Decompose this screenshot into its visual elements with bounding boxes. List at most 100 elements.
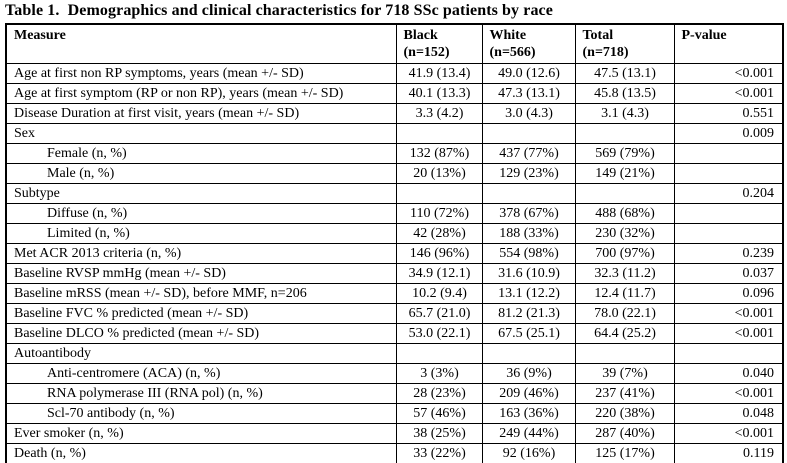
table-row: Baseline mRSS (mean +/- SD), before MMF,… [5,283,784,304]
table-row: Ever smoker (n, %) 38 (25%) 249 (44%) 287 (… [5,423,784,444]
table-row: Female (n, %) 132 (87%) 437 (77%) 569 (79%) [5,143,784,164]
column-header-total: Total (n=718) [574,23,675,64]
white-value-cell: 13.1 (12.2) [481,283,576,304]
table-row: Baseline RVSP mmHg (mean +/- SD) 34.9 (12… [5,263,784,284]
total-value-cell: 3.1 (4.3) [574,103,675,124]
white-value-cell: 3.0 (4.3) [481,103,576,124]
black-value-cell: 28 (23%) [395,383,483,404]
header-row: Measure Black (n=152) White (n=566) Tota… [5,23,784,64]
white-value-cell: 163 (36%) [481,403,576,424]
column-header-pvalue-label: P-value [681,28,727,43]
total-value-cell: 700 (97%) [574,243,675,264]
table-row: Subtype 0.204 [5,183,784,204]
table-row: Limited (n, %) 42 (28%) 188 (33%) 230 (32%) [5,223,784,244]
measure-cell: Met ACR 2013 criteria (n, %) [5,243,397,264]
column-header-white-n: (n=566) [489,45,536,60]
table-row: Baseline FVC % predicted (mean +/- SD) 65… [5,303,784,324]
black-value-cell: 3 (3%) [395,363,483,384]
p-value-cell: 0.048 [673,403,784,424]
p-value-cell: 0.239 [673,243,784,264]
white-value-cell: 249 (44%) [481,423,576,444]
measure-cell: Death (n, %) [5,443,397,463]
black-value-cell [395,123,483,144]
column-header-white-label: White [489,28,527,43]
column-header-pvalue: P-value [673,23,784,64]
white-value-cell: 67.5 (25.1) [481,323,576,344]
table-row: Met ACR 2013 criteria (n, %) 146 (96%) 554… [5,243,784,264]
p-value-cell: <0.001 [673,383,784,404]
column-header-black: Black (n=152) [395,23,483,64]
table-row: Diffuse (n, %) 110 (72%) 378 (67%) 488 (68%… [5,203,784,224]
total-value-cell: 45.8 (13.5) [574,83,675,104]
measure-cell: Baseline mRSS (mean +/- SD), before MMF,… [5,283,397,304]
column-header-total-n: (n=718) [582,45,629,60]
measure-cell: Baseline FVC % predicted (mean +/- SD) [5,303,397,324]
measure-cell: Baseline RVSP mmHg (mean +/- SD) [5,263,397,284]
measure-cell: Disease Duration at first visit, years (… [5,103,397,124]
column-header-black-n: (n=152) [403,45,450,60]
table-row: RNA polymerase III (RNA pol) (n, %) 28 (2… [5,383,784,404]
p-value-cell [673,343,784,364]
p-value-cell: <0.001 [673,303,784,324]
black-value-cell: 40.1 (13.3) [395,83,483,104]
total-value-cell [574,123,675,144]
column-header-black-label: Black [403,28,438,43]
total-value-cell: 39 (7%) [574,363,675,384]
white-value-cell: 188 (33%) [481,223,576,244]
black-value-cell: 38 (25%) [395,423,483,444]
demographics-table: Measure Black (n=152) White (n=566) Tota… [5,23,784,463]
column-header-measure-label: Measure [14,28,66,43]
total-value-cell: 32.3 (11.2) [574,263,675,284]
black-value-cell: 146 (96%) [395,243,483,264]
p-value-cell: 0.204 [673,183,784,204]
column-header-total-label: Total [582,28,614,43]
total-value-cell: 569 (79%) [574,143,675,164]
measure-cell: Diffuse (n, %) [5,203,397,224]
black-value-cell: 110 (72%) [395,203,483,224]
white-value-cell [481,123,576,144]
measure-cell: Subtype [5,183,397,204]
black-value-cell: 33 (22%) [395,443,483,463]
total-value-cell: 287 (40%) [574,423,675,444]
white-value-cell: 81.2 (21.3) [481,303,576,324]
measure-cell: RNA polymerase III (RNA pol) (n, %) [5,383,397,404]
p-value-cell: <0.001 [673,423,784,444]
total-value-cell: 220 (38%) [574,403,675,424]
measure-cell: Autoantibody [5,343,397,364]
total-value-cell: 125 (17%) [574,443,675,463]
black-value-cell: 57 (46%) [395,403,483,424]
p-value-cell: <0.001 [673,63,784,84]
column-header-measure: Measure [5,23,397,64]
black-value-cell: 132 (87%) [395,143,483,164]
black-value-cell: 34.9 (12.1) [395,263,483,284]
table-row: Age at first non RP symptoms, years (mea… [5,63,784,84]
table-row: Age at first symptom (RP or non RP), yea… [5,83,784,104]
table-row: Scl-70 antibody (n, %) 57 (46%) 163 (36%) 2… [5,403,784,424]
table-title: Table 1. Demographics and clinical chara… [5,2,553,19]
measure-cell: Female (n, %) [5,143,397,164]
black-value-cell: 3.3 (4.2) [395,103,483,124]
total-value-cell: 149 (21%) [574,163,675,184]
white-value-cell: 31.6 (10.9) [481,263,576,284]
total-value-cell: 78.0 (22.1) [574,303,675,324]
white-value-cell: 437 (77%) [481,143,576,164]
table-row: Death (n, %) 33 (22%) 92 (16%) 125 (17%) 0.1… [5,443,784,463]
black-value-cell: 53.0 (22.1) [395,323,483,344]
white-value-cell: 129 (23%) [481,163,576,184]
white-value-cell: 49.0 (12.6) [481,63,576,84]
black-value-cell [395,183,483,204]
p-value-cell [673,163,784,184]
measure-cell: Male (n, %) [5,163,397,184]
black-value-cell: 20 (13%) [395,163,483,184]
p-value-cell: 0.037 [673,263,784,284]
measure-cell: Sex [5,123,397,144]
p-value-cell [673,223,784,244]
total-value-cell: 230 (32%) [574,223,675,244]
black-value-cell: 42 (28%) [395,223,483,244]
white-value-cell: 92 (16%) [481,443,576,463]
table-row: Sex 0.009 [5,123,784,144]
total-value-cell [574,343,675,364]
white-value-cell: 378 (67%) [481,203,576,224]
black-value-cell: 65.7 (21.0) [395,303,483,324]
